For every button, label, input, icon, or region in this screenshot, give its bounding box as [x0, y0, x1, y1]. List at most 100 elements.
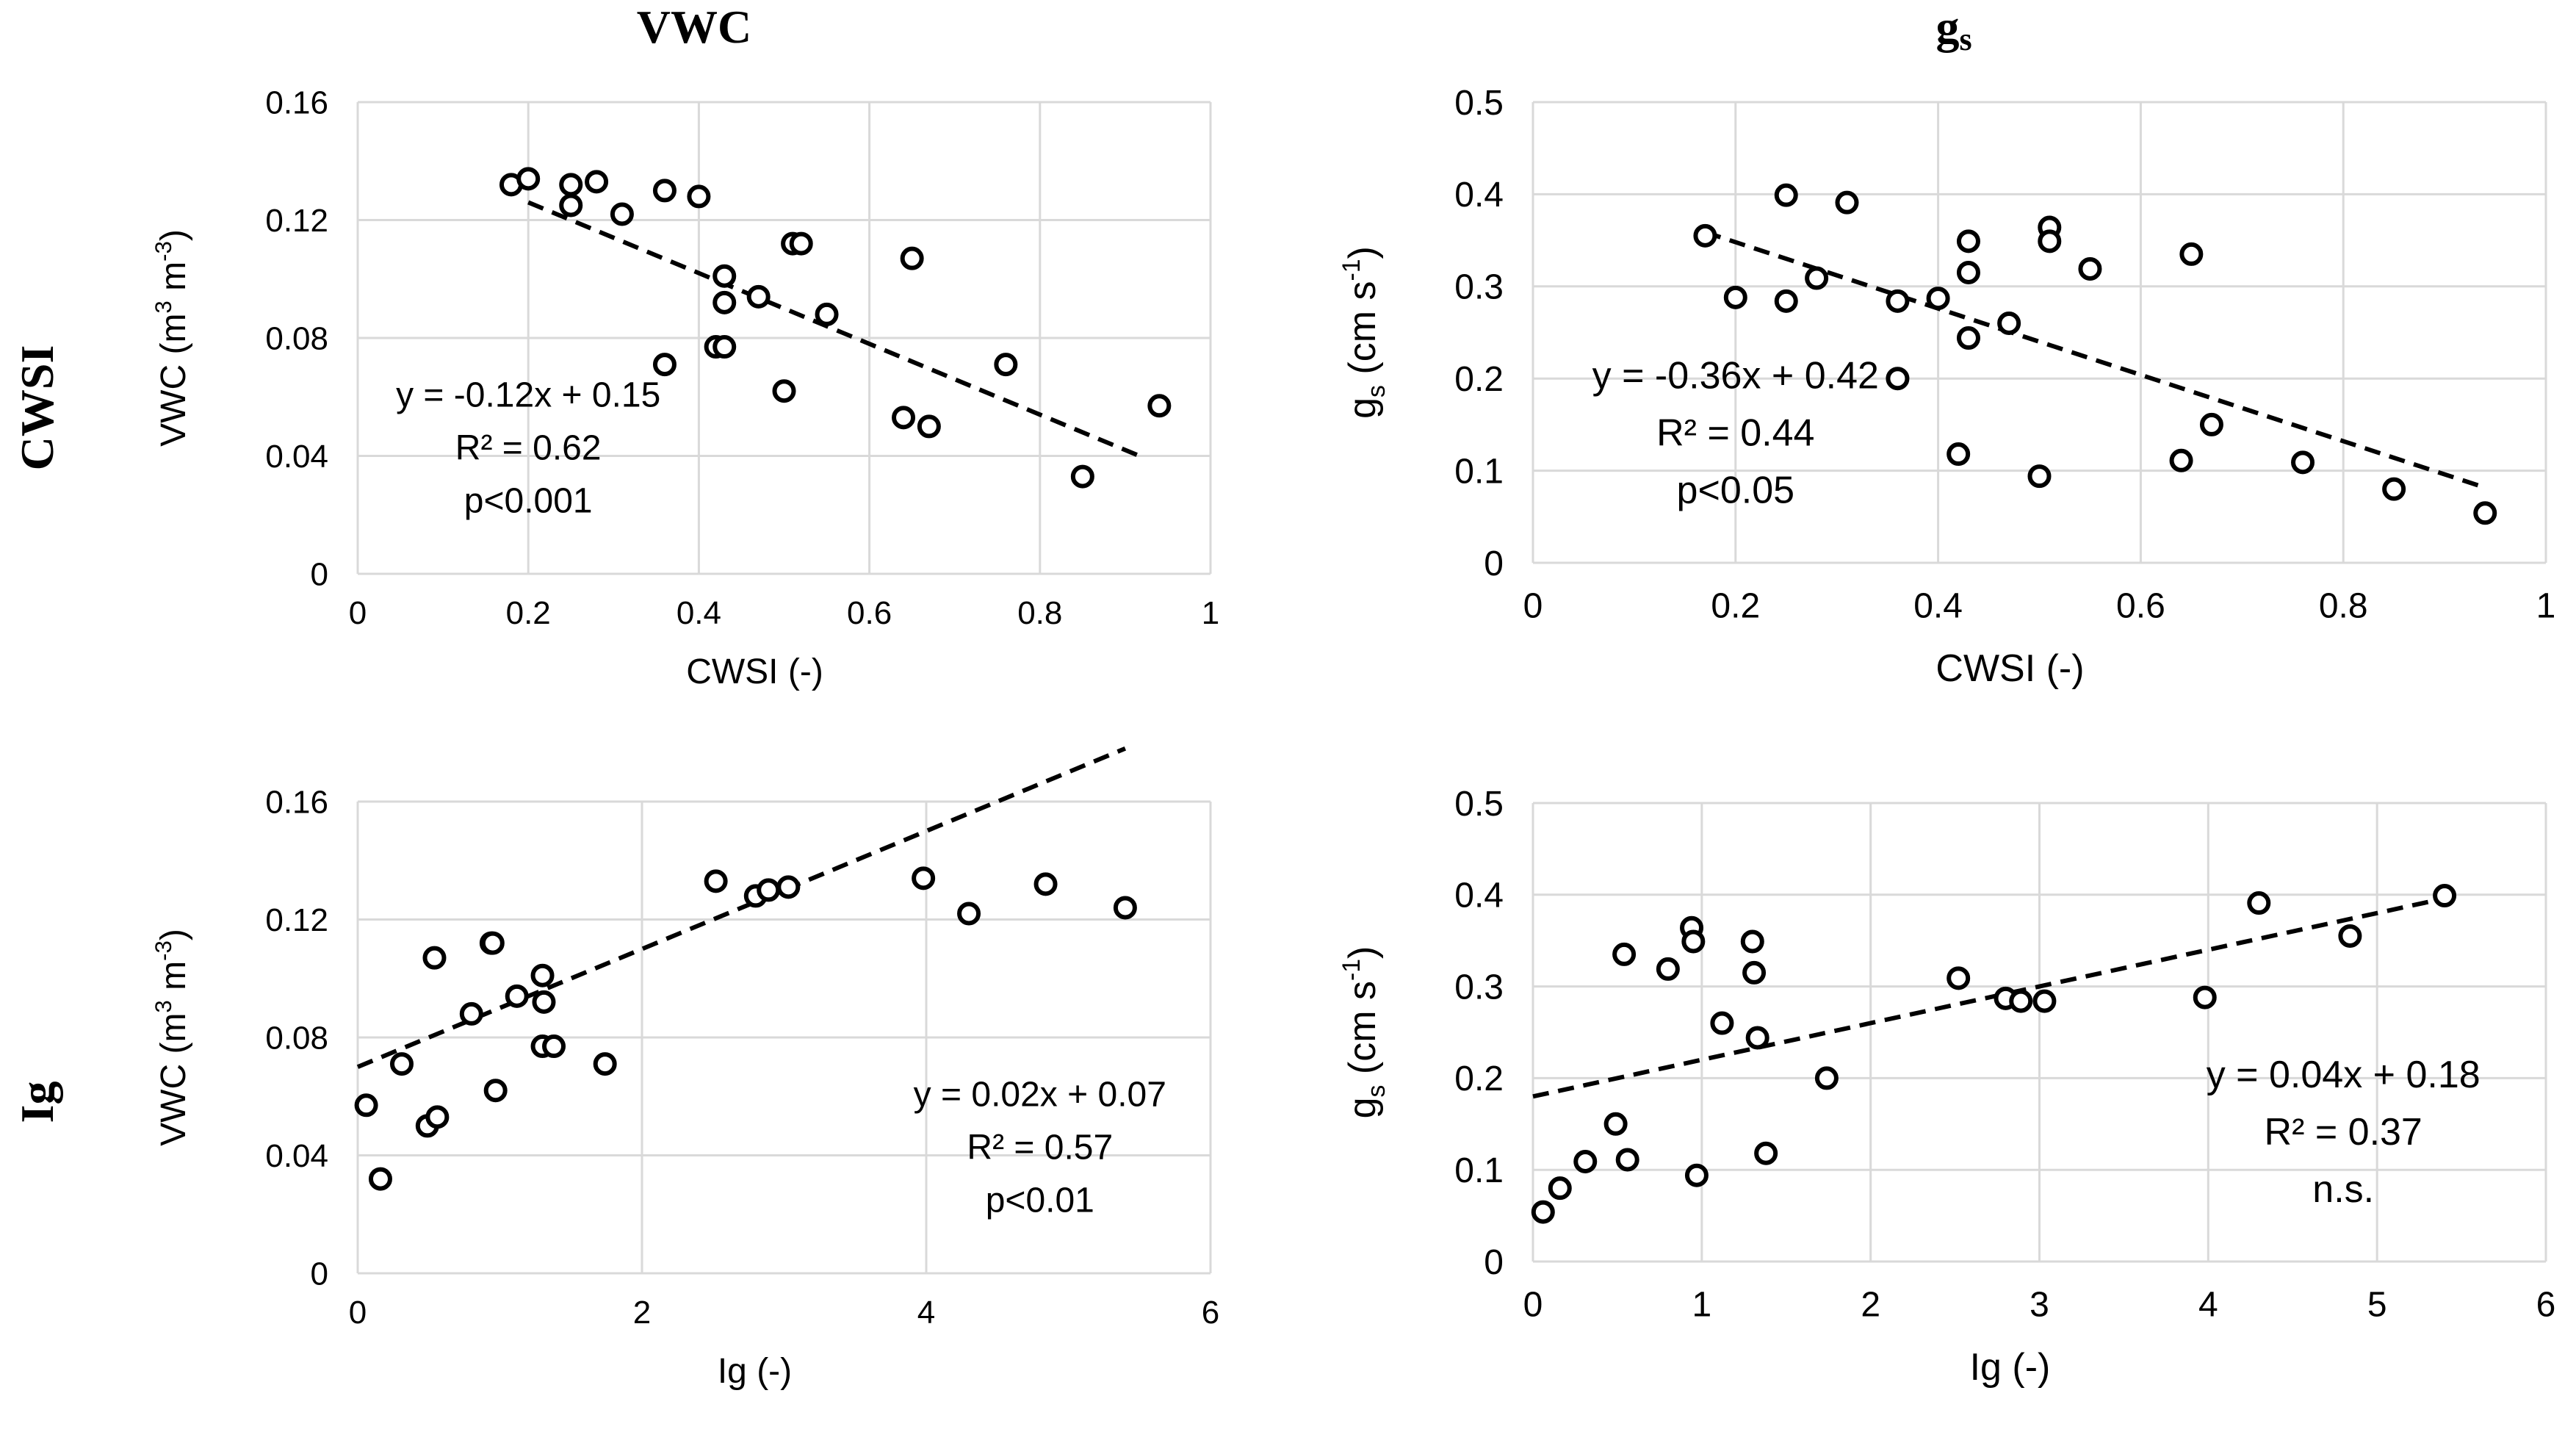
y-axis-label-text: ) — [154, 229, 193, 241]
annotation-text: p<0.001 — [464, 482, 593, 521]
x-tick-label: 0.8 — [2319, 586, 2368, 625]
x-axis-label: CWSI (-) — [686, 652, 823, 691]
data-point — [1947, 442, 1971, 467]
y-axis-label-superscript: -1 — [1338, 259, 1365, 281]
y-axis-label: VWC (m3 m-3) — [151, 929, 193, 1146]
data-point — [532, 990, 556, 1014]
x-tick-label: 6 — [1202, 1295, 1219, 1331]
x-tick-label: 2 — [1861, 1285, 1880, 1324]
data-point — [2169, 448, 2193, 472]
x-tick-label: 0 — [349, 595, 367, 631]
data-point — [1886, 367, 1910, 391]
data-point — [459, 1001, 483, 1026]
x-tick-label: 0.2 — [506, 595, 551, 631]
y-tick-label: 0.5 — [1454, 785, 1504, 824]
data-point — [712, 264, 737, 288]
y-axis-label-text: VWC (m — [154, 314, 193, 447]
annotation-text: y = 0.04x + 0.18 — [2207, 1054, 2481, 1096]
y-tick-label: 0 — [311, 1256, 328, 1292]
annotation-text: y = 0.02x + 0.07 — [914, 1076, 1166, 1115]
data-point — [2382, 477, 2406, 501]
y-axis-label-text: g — [1341, 1097, 1384, 1118]
y-tick-label: 0.4 — [1454, 877, 1504, 915]
annotation-text: R² = 0.44 — [1656, 411, 1814, 454]
chart-vwc-vs-ig: 0 0.04 0.08 0.12 0.16 0 2 4 6 Ig (-) VWC (m3 m-3) y… — [151, 746, 1219, 1391]
column-header-vwc: VWC — [637, 1, 751, 53]
data-point — [2078, 256, 2102, 281]
data-point — [2009, 989, 2033, 1013]
x-tick-label: 0.8 — [1017, 595, 1062, 631]
x-tick-label: 0 — [349, 1295, 367, 1331]
x-tick-label: 0 — [1523, 586, 1543, 625]
y-tick-label: 0 — [311, 556, 328, 592]
annotation-text: n.s. — [2312, 1168, 2374, 1211]
data-point — [505, 984, 529, 1008]
x-tick-label: 1 — [1202, 595, 1219, 631]
row-header-ig: Ig — [11, 1082, 63, 1123]
y-axis-label: VWC (m3 m-3) — [151, 229, 193, 447]
x-tick-label: 6 — [2536, 1285, 2556, 1324]
trendline — [356, 746, 1127, 1069]
data-point — [480, 931, 505, 955]
column-header-gs-sub: s — [1959, 21, 1971, 57]
chart-vwc-vs-cwsi: 0 0.04 0.08 0.12 0.16 0 0.2 0.4 0.6 0.8 1 CWSI (-) V… — [151, 84, 1219, 691]
data-point — [530, 963, 555, 987]
data-point — [1742, 960, 1767, 985]
data-point — [483, 1079, 508, 1103]
trendline — [527, 200, 1144, 459]
data-point — [2032, 989, 2057, 1013]
data-point — [1548, 1176, 1572, 1201]
data-point — [1723, 285, 1747, 309]
data-point — [712, 290, 737, 314]
data-point — [2291, 450, 2315, 475]
x-tick-label: 1 — [1692, 1285, 1711, 1324]
data-point — [2199, 412, 2223, 436]
data-point — [593, 1052, 617, 1076]
data-point — [1956, 260, 1980, 284]
x-tick-label: 0.6 — [847, 595, 892, 631]
data-point — [1997, 311, 2021, 335]
y-tick-label: 0.1 — [1454, 452, 1504, 491]
data-point — [1774, 289, 1798, 313]
y-tick-label: 0.3 — [1454, 268, 1504, 307]
data-point — [2247, 891, 2271, 915]
y-axis-label-text: m — [154, 262, 193, 301]
y-axis-label-text: ) — [154, 929, 193, 940]
y-axis-label-text: (cm s — [1341, 981, 1384, 1085]
data-point — [559, 173, 583, 197]
data-point — [776, 875, 801, 899]
x-tick-label: 0.4 — [1913, 586, 1963, 625]
column-header-gs: gs — [1935, 1, 1971, 57]
data-point — [368, 1167, 392, 1191]
x-axis-label: CWSI (-) — [1935, 647, 2084, 690]
y-axis-label-subscript: s — [1363, 385, 1390, 397]
y-tick-label: 0.04 — [265, 1138, 328, 1174]
annotation-text: y = -0.36x + 0.42 — [1592, 354, 1879, 397]
data-point — [704, 869, 728, 893]
data-point — [2027, 464, 2052, 489]
data-point — [1603, 1112, 1628, 1136]
data-point — [1684, 1163, 1709, 1187]
data-point — [994, 353, 1018, 377]
data-point — [815, 302, 839, 326]
data-point — [712, 335, 737, 359]
y-tick-label: 0.12 — [265, 902, 328, 938]
data-point — [772, 379, 796, 403]
data-point — [2179, 242, 2204, 266]
y-axis-label-superscript: -1 — [1338, 959, 1365, 981]
data-point — [1693, 223, 1717, 248]
data-point — [1886, 289, 1910, 313]
y-axis-label-text: ) — [1341, 946, 1384, 959]
y-tick-label: 0.2 — [1454, 1059, 1504, 1098]
data-point — [1956, 326, 1980, 350]
y-tick-label: 0.16 — [265, 84, 328, 120]
row-header-cwsi: CWSI — [11, 345, 63, 471]
annotation-text: y = -0.12x + 0.15 — [396, 376, 660, 415]
data-point — [746, 284, 771, 309]
y-tick-label: 0.08 — [265, 1020, 328, 1056]
y-tick-label: 0.4 — [1454, 176, 1504, 215]
data-point — [912, 866, 936, 890]
y-tick-label: 0.12 — [265, 203, 328, 239]
y-axis-label-text: VWC (m — [154, 1013, 193, 1146]
